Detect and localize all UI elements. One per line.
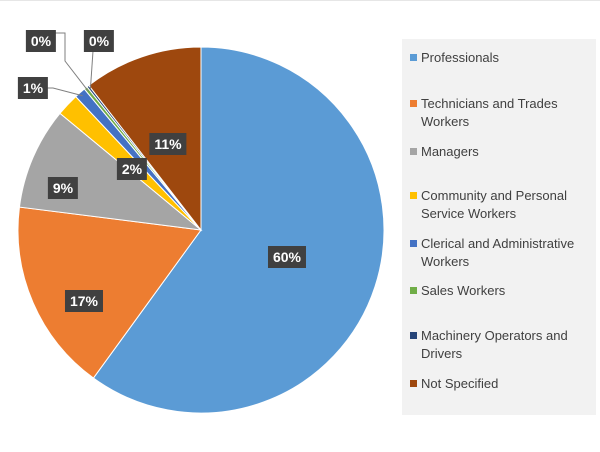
legend-item-sales-workers: Sales Workers (410, 282, 592, 300)
legend-swatch (410, 148, 417, 155)
legend-label: Not Specified (421, 376, 499, 391)
legend-item-professionals: Professionals (410, 49, 592, 67)
legend-swatch (410, 380, 417, 387)
legend-label: Community and Personal Service Workers (421, 188, 567, 221)
legend-label: Machinery Operators and Drivers (421, 328, 568, 361)
leader-line-4 (47, 87, 83, 97)
pie-slice-not-specified (88, 46, 202, 232)
legend-swatch (410, 240, 417, 247)
pie-slice-managers (18, 112, 203, 231)
legend-swatch (410, 54, 417, 61)
legend-item-not-specified: Not Specified (410, 375, 592, 393)
legend-swatch (410, 332, 417, 339)
legend-swatch (410, 100, 417, 107)
data-label-managers: 9% (47, 177, 79, 199)
legend-label: Managers (421, 144, 479, 159)
legend-label: Technicians and Trades Workers (421, 96, 558, 129)
pie-slice-technicians-and-trades-workers (17, 206, 202, 379)
data-label-professionals: 60% (267, 246, 307, 268)
legend-label: Sales Workers (421, 283, 506, 298)
legend-item-community-and-personal-service-workers: Community and Personal Service Workers (410, 187, 592, 223)
data-label-community-and-personal-service-workers: 2% (116, 158, 148, 180)
data-label-sales-workers: 0% (25, 30, 57, 52)
legend-swatch (410, 192, 417, 199)
pie-slice-professionals (92, 46, 385, 414)
data-label-technicians-and-trades-workers: 17% (64, 290, 104, 312)
legend-item-clerical-and-administrative-workers: Clerical and Administrative Workers (410, 235, 592, 271)
legend-label: Professionals (421, 50, 500, 65)
data-label-not-specified: 11% (149, 133, 187, 155)
legend-label: Clerical and Administrative Workers (421, 236, 575, 269)
legend: Professionals Technicians and Trades Work… (402, 39, 596, 415)
legend-item-machinery-operators-and-drivers: Machinery Operators and Drivers (410, 327, 592, 363)
leader-line-5 (55, 32, 89, 92)
leader-line-6 (89, 50, 94, 90)
legend-item-technicians-and-trades-workers: Technicians and Trades Workers (410, 95, 592, 131)
legend-swatch (410, 287, 417, 294)
legend-item-managers: Managers (410, 143, 592, 161)
data-label-clerical-and-administrative-workers: 1% (17, 77, 49, 99)
data-label-machinery-operators-and-drivers: 0% (83, 30, 115, 52)
